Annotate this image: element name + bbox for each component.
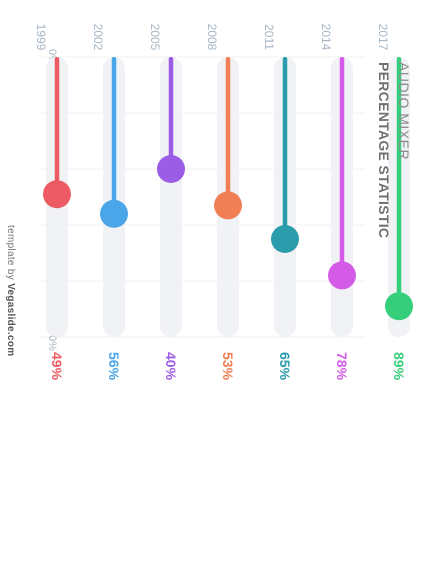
category-label: 1999	[34, 24, 48, 51]
credit-brand: Vegaslide.com	[5, 283, 16, 357]
category-label: 2008	[205, 24, 219, 51]
slider-fill	[339, 57, 345, 276]
slider-knob	[157, 155, 185, 183]
value-label: 56%	[106, 352, 122, 381]
value-label: 53%	[220, 352, 236, 381]
slider-fill	[396, 57, 402, 307]
chart-subtitle: PERCENTAGE STATISTIC	[376, 62, 392, 239]
slider-track	[160, 57, 182, 337]
category-label: 2014	[319, 24, 333, 51]
value-label: 89%	[391, 352, 407, 381]
credit-prefix: template by	[5, 225, 16, 284]
slider-knob	[385, 292, 413, 321]
template-credit: template by Vegaslide.com	[5, 225, 16, 356]
slider-knob	[214, 191, 242, 220]
value-label: 49%	[49, 352, 65, 381]
slider-fill	[54, 57, 60, 195]
value-label: 78%	[334, 352, 350, 381]
slider-knob	[328, 261, 356, 290]
category-label: 2017	[376, 24, 390, 51]
slider-knob	[43, 180, 71, 209]
slider-knob	[100, 199, 128, 228]
slider-knob	[271, 225, 299, 253]
slider-fill	[111, 57, 117, 214]
slider-fill	[168, 57, 174, 169]
chart-title: AUDIO MIXER	[396, 62, 412, 161]
value-label: 65%	[277, 352, 293, 381]
slider-fill	[282, 57, 288, 239]
value-label: 40%	[163, 352, 179, 381]
category-label: 2011	[262, 24, 276, 50]
slider-fill	[225, 57, 231, 206]
category-label: 2005	[148, 24, 162, 51]
category-label: 2002	[91, 24, 105, 51]
